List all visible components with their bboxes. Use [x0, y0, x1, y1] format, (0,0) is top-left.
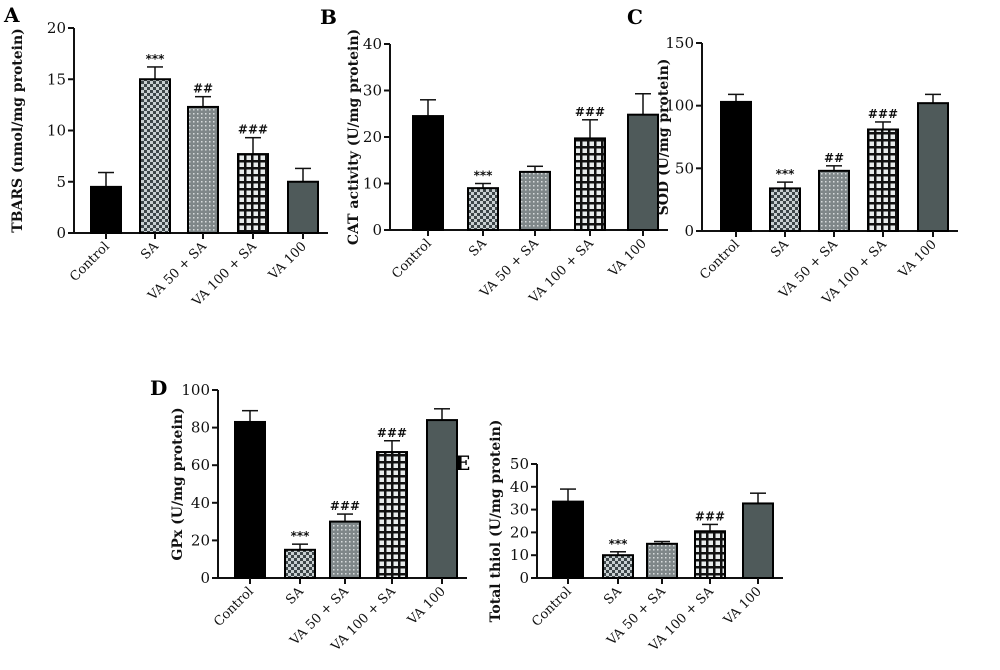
significance-label: *** [291, 529, 311, 543]
y-tick-label: 20 [510, 523, 529, 541]
significance-label: *** [474, 169, 494, 183]
bar [627, 113, 659, 231]
x-tick-label: Control [67, 239, 113, 285]
y-tick-label: 10 [510, 546, 529, 564]
x-tick-label: VA 100 [720, 584, 764, 628]
y-tick-label: 60 [191, 456, 210, 474]
bar [467, 187, 499, 231]
bar [917, 102, 949, 232]
bar [769, 187, 801, 233]
bar [234, 420, 266, 579]
significance-label: ### [575, 105, 605, 119]
y-tick-label: 80 [191, 419, 210, 437]
bar [519, 170, 551, 231]
y-tick-label: 20 [191, 531, 210, 549]
y-tick-label: 0 [200, 569, 210, 587]
y-tick-label: 10 [47, 122, 66, 140]
bar [412, 115, 444, 231]
bar [187, 105, 219, 234]
bar [287, 180, 319, 234]
bar [426, 419, 458, 579]
x-tick-label: Control [697, 237, 743, 283]
y-tick-label: 150 [665, 34, 694, 52]
significance-label: *** [776, 167, 796, 181]
bar [139, 78, 171, 234]
y-axis-label: GPx (U/mg protein) [170, 407, 186, 560]
y-tick-label: 30 [510, 501, 529, 519]
panel-label: A [3, 3, 20, 27]
y-tick-label: 40 [363, 35, 382, 53]
bar [552, 500, 584, 579]
y-tick-label: 20 [47, 19, 66, 37]
y-tick-label: 100 [665, 97, 694, 115]
significance-label: ### [868, 107, 898, 121]
y-axis-label: TBARS (nmol/mg protein) [10, 28, 26, 233]
y-axis-label: SOD (U/mg protein) [656, 59, 672, 216]
y-axis-label: Total thiol (U/mg protein) [488, 420, 504, 623]
x-tick-label: VA 100 [605, 236, 649, 280]
y-tick-label: 0 [372, 221, 382, 239]
bar [237, 153, 269, 234]
bar [867, 128, 899, 232]
panel-label: C [627, 5, 643, 29]
bar [90, 185, 122, 234]
y-tick-label: 15 [47, 70, 66, 88]
y-tick-label: 40 [191, 494, 210, 512]
y-tick-label: 0 [519, 569, 529, 587]
y-axis-label: CAT activity (U/mg protein) [346, 29, 362, 245]
panel-label: B [320, 5, 337, 29]
x-tick-label: Control [389, 236, 435, 282]
bar [602, 554, 634, 580]
significance-label: ### [238, 123, 268, 137]
panel-label: D [150, 376, 167, 400]
x-tick-label: SA [601, 584, 625, 608]
panel-label: E [455, 451, 470, 475]
significance-label: ### [377, 426, 407, 440]
y-tick-label: 30 [363, 82, 382, 100]
x-tick-label: Control [211, 584, 257, 630]
bar [574, 137, 606, 232]
bar [376, 451, 408, 580]
significance-label: ### [695, 509, 725, 523]
y-tick-label: 50 [510, 455, 529, 473]
significance-label: *** [146, 52, 166, 66]
x-tick-label: VA 100 [265, 239, 309, 283]
significance-label: ## [824, 151, 844, 165]
bar [646, 542, 678, 579]
x-tick-label: VA 100 [895, 237, 939, 281]
significance-label: *** [609, 537, 629, 551]
y-tick-label: 0 [684, 222, 694, 240]
y-tick-label: 50 [675, 159, 694, 177]
x-tick-label: SA [768, 237, 792, 261]
y-tick-label: 10 [363, 175, 382, 193]
y-tick-label: 0 [56, 224, 66, 242]
bar [818, 169, 850, 232]
bar [329, 520, 361, 579]
bar [742, 502, 774, 579]
y-tick-label: 5 [56, 173, 66, 191]
x-tick-label: SA [466, 236, 490, 260]
y-tick-label: 40 [510, 478, 529, 496]
bar [694, 530, 726, 580]
x-tick-label: VA 100 [404, 584, 448, 628]
significance-label: ### [330, 499, 360, 513]
x-tick-label: Control [529, 584, 575, 630]
y-tick-label: 20 [363, 128, 382, 146]
x-tick-label: SA [138, 239, 162, 263]
y-tick-label: 100 [181, 381, 210, 399]
bar [720, 100, 752, 233]
significance-label: ## [193, 82, 213, 96]
x-tick-label: SA [283, 584, 307, 608]
bar [284, 548, 316, 579]
